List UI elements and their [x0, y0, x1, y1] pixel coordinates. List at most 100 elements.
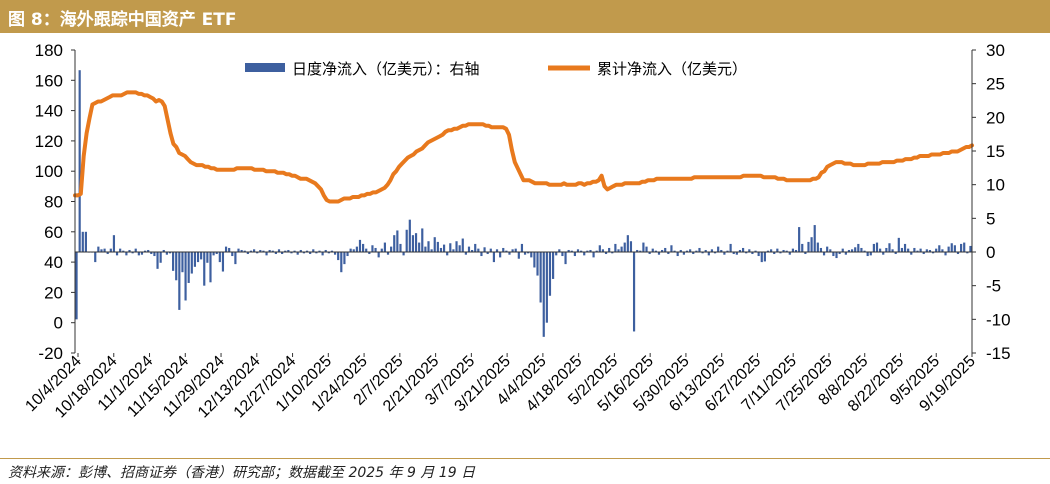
bar	[442, 244, 446, 252]
bar	[695, 250, 698, 252]
bar	[343, 252, 346, 265]
bar	[819, 247, 823, 252]
bar	[841, 248, 844, 252]
left-tick-label: -20	[38, 344, 63, 363]
left-tick-label: 80	[44, 193, 63, 212]
bar	[682, 252, 685, 255]
bar	[770, 249, 773, 252]
bar	[330, 250, 334, 252]
left-tick-label: 120	[35, 132, 63, 151]
bar	[592, 252, 595, 258]
bar	[801, 243, 804, 252]
bar-series	[75, 70, 972, 337]
bar	[262, 250, 265, 252]
left-tick-label: 60	[44, 223, 63, 242]
bar	[863, 250, 866, 252]
bar	[168, 252, 172, 254]
bar	[788, 252, 791, 255]
bar	[246, 252, 249, 255]
bar	[611, 252, 614, 254]
bar	[670, 245, 673, 252]
bar	[857, 243, 860, 252]
bar	[551, 252, 555, 279]
bar	[651, 248, 654, 252]
bar	[252, 249, 256, 252]
bar	[153, 252, 156, 257]
bar	[614, 243, 617, 252]
bar	[284, 250, 287, 252]
bar	[371, 245, 374, 252]
bar	[751, 252, 754, 255]
bar	[499, 252, 502, 258]
bar	[626, 235, 629, 252]
bar	[966, 252, 969, 254]
bar	[919, 248, 922, 252]
bar	[916, 250, 919, 252]
bar	[386, 252, 390, 255]
bar	[474, 243, 477, 252]
bar	[305, 250, 309, 252]
bar	[523, 252, 527, 255]
legend-bar-label: 日度净流入（亿美元）：右轴	[292, 60, 480, 78]
bar	[281, 252, 284, 255]
bar	[256, 252, 259, 254]
bar	[109, 248, 112, 252]
bar	[321, 252, 324, 256]
bar	[115, 252, 119, 256]
left-tick-label: 0	[54, 314, 63, 333]
bar	[963, 242, 966, 252]
bar	[835, 252, 838, 259]
bar	[212, 252, 215, 256]
left-tick-label: 100	[35, 162, 63, 181]
bar	[910, 252, 913, 255]
bar	[604, 252, 608, 255]
bar	[268, 249, 271, 252]
bar	[763, 252, 766, 262]
bar	[875, 242, 879, 252]
bar	[925, 249, 928, 252]
bar	[390, 246, 393, 252]
bar	[608, 247, 611, 252]
bar	[773, 252, 776, 255]
bar	[302, 252, 306, 254]
bar	[162, 249, 165, 252]
bar	[947, 246, 950, 252]
right-tick-label: 10	[986, 176, 1005, 195]
bar	[399, 243, 402, 252]
bar	[427, 241, 430, 252]
line-series	[73, 90, 974, 204]
bar	[461, 238, 464, 252]
bar	[741, 247, 745, 252]
bar	[676, 252, 679, 257]
bar	[106, 252, 109, 255]
footer-divider	[0, 458, 1050, 459]
bar	[580, 250, 583, 252]
right-tick-label: 0	[986, 243, 995, 262]
bar	[128, 249, 131, 252]
bar	[75, 252, 78, 320]
bar	[657, 252, 661, 255]
bar	[645, 246, 648, 252]
bar	[430, 249, 433, 252]
bar	[969, 245, 972, 252]
bar	[720, 249, 723, 252]
bar	[368, 252, 371, 255]
bar	[224, 246, 228, 252]
bar	[240, 249, 243, 252]
chart: -20 0 20 40 60 80 100 120 140 160 180 -15 -10 -5 0 5 10 1…	[22, 41, 1010, 421]
bar	[888, 243, 891, 252]
bar	[832, 252, 835, 257]
bar	[707, 252, 710, 256]
bar	[558, 249, 561, 252]
bar	[78, 70, 81, 252]
bar	[362, 243, 365, 252]
bar	[583, 252, 586, 256]
bar	[960, 243, 963, 252]
bar	[471, 249, 474, 252]
bar	[679, 249, 682, 252]
bar	[103, 248, 106, 252]
left-tick-label: 180	[35, 41, 63, 60]
bar	[249, 250, 253, 252]
bar	[159, 252, 162, 263]
bar	[187, 252, 190, 283]
